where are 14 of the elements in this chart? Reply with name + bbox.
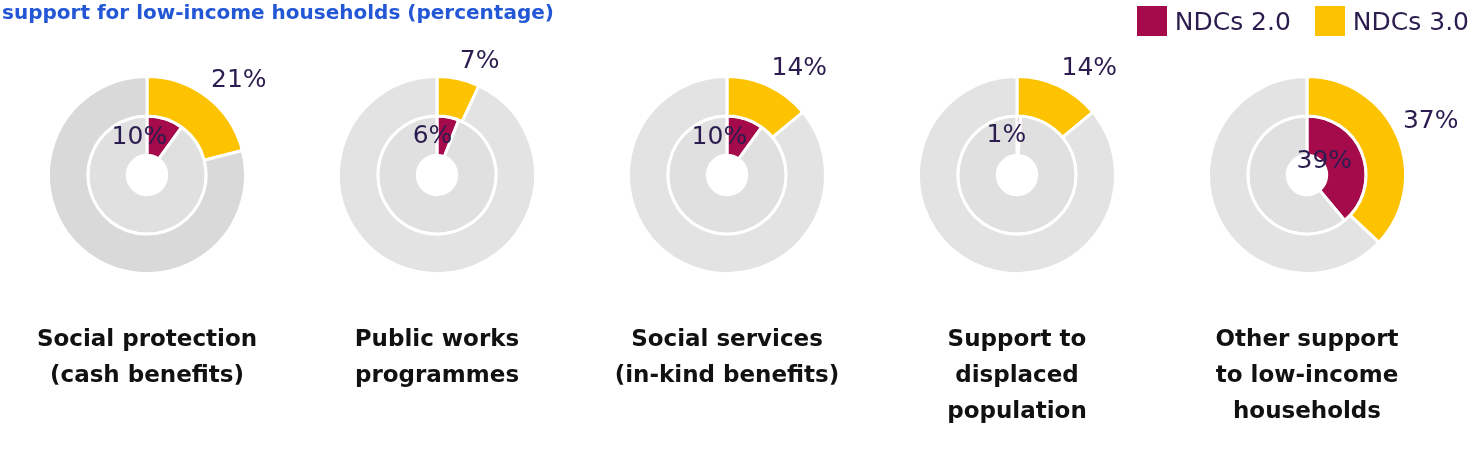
- legend-label: NDCs 3.0: [1352, 6, 1469, 36]
- data-label: 21%: [211, 63, 267, 93]
- data-label: 14%: [771, 51, 828, 81]
- text: Social protection (cash benefits): [35, 324, 259, 389]
- chart-subtitle: support for low-income households (percentage): [2, 0, 554, 24]
- text: Support to displaced population: [946, 324, 1088, 425]
- text: Other support to low-income households: [1214, 324, 1400, 425]
- data-label: 7%: [459, 44, 500, 74]
- data-label: 14%: [1061, 51, 1118, 81]
- legend-label: NDCs 2.0: [1174, 6, 1291, 36]
- data-label: 1%: [986, 119, 1027, 149]
- data-label: 37%: [1402, 105, 1459, 134]
- text: Public works programmes: [353, 324, 521, 389]
- text: Social services (in-kind benefits): [613, 324, 841, 389]
